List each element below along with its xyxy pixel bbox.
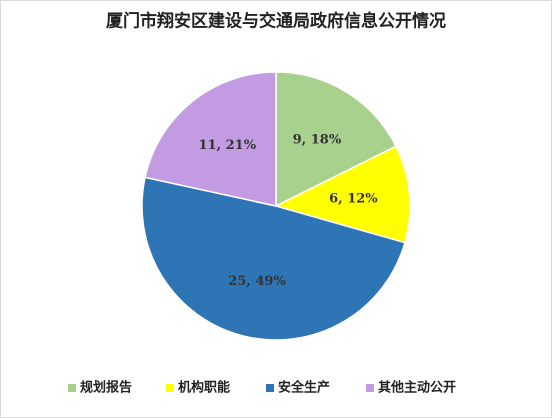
legend-label: 其他主动公开 (378, 380, 456, 396)
chart-title: 厦门市翔安区建设与交通局政府信息公开情况 (106, 11, 446, 32)
legend-label: 规划报告 (80, 380, 132, 396)
data-label: 9, 18% (293, 132, 342, 147)
pie-slice (273, 145, 411, 244)
legend-swatch (266, 384, 274, 392)
pie-slice (144, 71, 277, 207)
data-label: 6, 12% (329, 191, 378, 206)
legend-label: 机构职能 (178, 380, 230, 396)
legend-swatch (166, 384, 174, 392)
legend-swatch (68, 384, 76, 392)
data-label: 11, 21% (198, 138, 256, 153)
legend-label: 安全生产 (278, 380, 330, 396)
legend-swatch (366, 384, 374, 392)
data-label: 25, 49% (228, 274, 286, 289)
pie-slice (275, 71, 397, 208)
pie-slice (141, 176, 406, 341)
